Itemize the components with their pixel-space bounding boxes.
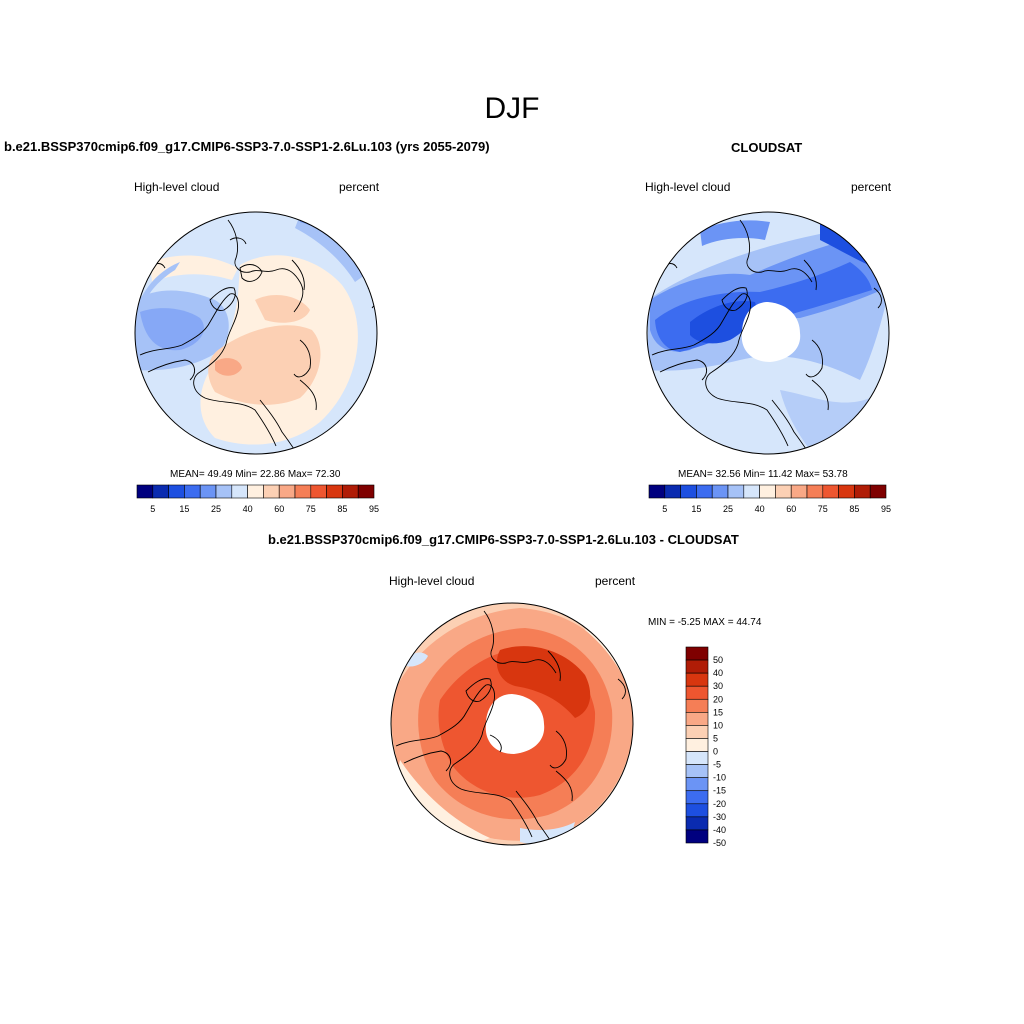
panel3-colorbar-tick-label: 30 (713, 681, 723, 691)
panel1-colorbar-swatch (152, 484, 169, 499)
panel1-colorbar-swatch (294, 484, 312, 499)
panel2-colorbar-swatch (806, 484, 824, 499)
panel2-colorbar-tick-label: 40 (755, 504, 765, 514)
panel1-colorbar-swatch (326, 484, 343, 499)
panel3-colorbar-tick-label: -40 (713, 825, 726, 835)
panel2-colorbar-swatch (838, 484, 855, 499)
panel3-colorbar-swatch (685, 712, 709, 726)
panel3-colorbar-swatch (685, 803, 709, 818)
panel2-colorbar-swatch (854, 484, 871, 499)
panel1-colorbar-swatch (199, 484, 217, 499)
page-title: DJF (484, 92, 540, 125)
panel2-colorbar-tick-label: 75 (818, 504, 828, 514)
panel3-colorbar-tick-label: -10 (713, 773, 726, 783)
panel1-colorbar-tick-label: 15 (179, 504, 189, 514)
panel3-colorbar-tick-label: 15 (713, 707, 723, 717)
panel2-colorbar-swatch (775, 484, 792, 499)
panel3-colorbar-swatch (685, 777, 709, 792)
panel3-colorbar-tick-label: -5 (713, 760, 721, 770)
panel1-colorbar: 5 15 25 40 60 75 85 95 (136, 484, 379, 514)
panel1-colorbar-tick-label: 5 (150, 504, 155, 514)
panel3-colorbar-tick-label: -20 (713, 799, 726, 809)
panel2-colorbar-tick-label: 85 (849, 504, 859, 514)
panel1-title: b.e21.BSSP370cmip6.f09_g17.CMIP6-SSP3-7.… (4, 139, 490, 154)
panel2-colorbar-swatch (648, 484, 666, 499)
panel2-colorbar: 5 15 25 40 60 75 85 95 (648, 484, 891, 514)
panel3-variable-label: High-level cloud (389, 574, 475, 588)
panel1-colorbar-tick-label: 25 (211, 504, 221, 514)
panel1-colorbar-swatch (263, 484, 280, 499)
panel3-colorbar-swatch (685, 790, 709, 805)
panel2-colorbar-swatch (759, 484, 776, 499)
panel1-colorbar-swatch (310, 484, 327, 499)
panel1-colorbar-swatch (357, 484, 375, 499)
panel2-colorbar-tick-label: 15 (691, 504, 701, 514)
panel3-colorbar-tick-label: -50 (713, 838, 726, 848)
panel3-title: b.e21.BSSP370cmip6.f09_g17.CMIP6-SSP3-7.… (268, 532, 739, 547)
panel2-colorbar-swatch (869, 484, 887, 499)
panel3-colorbar-swatch (685, 725, 709, 739)
panel1-map (134, 211, 378, 455)
panel3-map (390, 602, 634, 846)
panel3-colorbar-swatch (685, 646, 709, 661)
panel2-colorbar-swatch (696, 484, 713, 499)
panel1-colorbar-tick-label: 60 (274, 504, 284, 514)
panel1-colorbar-swatch (278, 484, 296, 499)
panel3-colorbar-swatch (685, 829, 709, 844)
panel3-colorbar-tick-label: -30 (713, 812, 726, 822)
panel1-colorbar-swatch (215, 484, 233, 499)
panel3-colorbar-swatch (685, 738, 709, 752)
panel3-stats: MIN = -5.25 MAX = 44.74 (648, 617, 762, 628)
panel3-colorbar-tick-label: 50 (713, 655, 723, 665)
panel2-colorbar-swatch (822, 484, 839, 499)
panel1-colorbar-tick-label: 95 (369, 504, 379, 514)
panel1-colorbar-swatch (136, 484, 154, 499)
panel3-colorbar-tick-label: 5 (713, 733, 718, 743)
panel3-colorbar-tick-label: 20 (713, 694, 723, 704)
panel2-colorbar-swatch (743, 484, 760, 499)
panel2-variable-label: High-level cloud (645, 180, 731, 194)
panel1-colorbar-swatch (342, 484, 359, 499)
panel2-colorbar-tick-label: 95 (881, 504, 891, 514)
panel1-colorbar-tick-label: 85 (337, 504, 347, 514)
panel3-colorbar-swatch (685, 698, 709, 713)
panel3-missing-data-hole (485, 694, 545, 754)
panel2-missing-data-hole (741, 302, 801, 362)
panel3-colorbar-swatch (685, 672, 709, 687)
panel3-colorbar-swatch (685, 659, 709, 674)
panel2-colorbar-tick-label: 60 (786, 504, 796, 514)
panel1-variable-label: High-level cloud (134, 180, 220, 194)
panel1-colorbar-swatch (247, 484, 264, 499)
panel3-colorbar-swatch (685, 764, 709, 778)
panel2-colorbar-swatch (727, 484, 745, 499)
panel2-colorbar-swatch (790, 484, 808, 499)
panel3-colorbar-tick-label: 10 (713, 720, 723, 730)
panel2-stats: MEAN= 32.56 Min= 11.42 Max= 53.78 (678, 469, 848, 480)
panel1-colorbar-swatch (184, 484, 201, 499)
panel1-colorbar-swatch (231, 484, 248, 499)
panel3-colorbar-tick-label: 40 (713, 668, 723, 678)
panel1-units-label: percent (339, 180, 380, 194)
panel2-colorbar-swatch (664, 484, 681, 499)
panel2-colorbar-swatch (711, 484, 729, 499)
panel2-map (646, 211, 890, 455)
panel2-colorbar-tick-label: 25 (723, 504, 733, 514)
panel1-stats: MEAN= 49.49 Min= 22.86 Max= 72.30 (170, 469, 341, 480)
panel3-colorbar-tick-label: -15 (713, 786, 726, 796)
panel2-colorbar-tick-label: 5 (662, 504, 667, 514)
panel1-colorbar-swatch (168, 484, 185, 499)
panel1-colorbar-tick-label: 75 (306, 504, 316, 514)
panel2-units-label: percent (851, 180, 892, 194)
panel3-colorbar-swatch (685, 816, 709, 831)
panel3-colorbar-swatch (685, 751, 709, 765)
panel3-colorbar-tick-label: 0 (713, 747, 718, 757)
panel1-colorbar-tick-label: 40 (243, 504, 253, 514)
panel3-units-label: percent (595, 574, 636, 588)
panel3-colorbar-swatch (685, 685, 709, 700)
panel2-colorbar-swatch (680, 484, 697, 499)
panel2-title: CLOUDSAT (731, 140, 803, 155)
